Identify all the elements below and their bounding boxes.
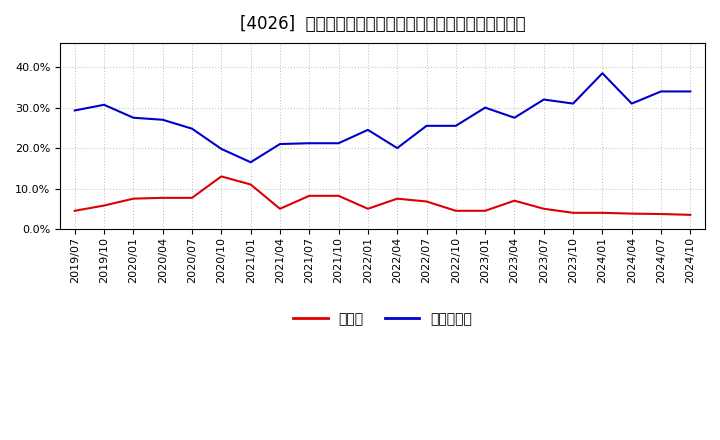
Legend: 現領金, 有利子負債: 現領金, 有利子負債 xyxy=(287,307,478,332)
Title: [4026]  現領金、有利子負債の総資産に対する比率の推移: [4026] 現領金、有利子負債の総資産に対する比率の推移 xyxy=(240,15,526,33)
